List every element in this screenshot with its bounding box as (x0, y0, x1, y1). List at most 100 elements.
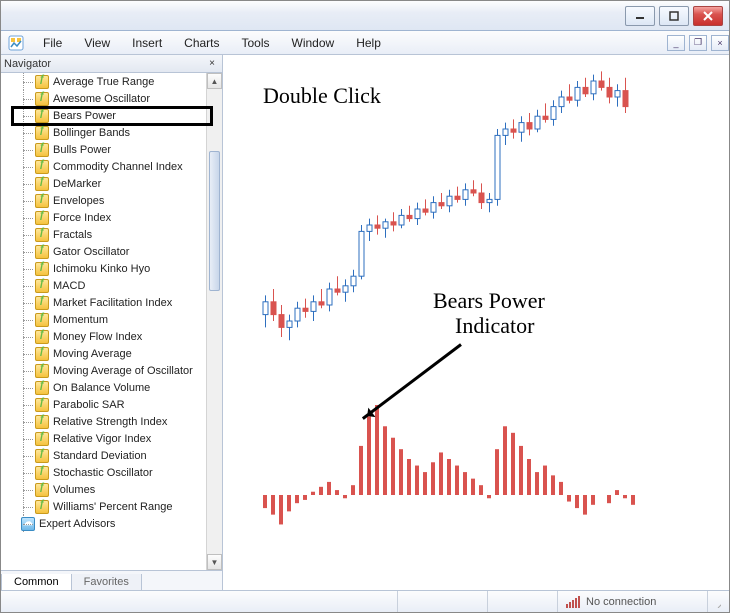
indicator-icon (35, 143, 49, 157)
indicator-label: Moving Average of Oscillator (53, 365, 193, 377)
scroll-thumb[interactable] (209, 151, 220, 291)
navigator-tabs: Common Favorites (1, 570, 222, 590)
indicator-item[interactable]: Average True Range (1, 73, 206, 90)
statusbar: No connection (1, 590, 729, 612)
tab-favorites[interactable]: Favorites (71, 574, 142, 591)
indicator-icon (35, 500, 49, 514)
navigator-header: Navigator × (1, 55, 222, 73)
status-cell-1 (397, 591, 487, 612)
indicator-item[interactable]: Money Flow Index (1, 328, 206, 345)
indicator-icon (35, 313, 49, 327)
indicator-item[interactable]: Standard Deviation (1, 447, 206, 464)
indicator-item[interactable]: Awesome Oscillator (1, 90, 206, 107)
indicator-label: Money Flow Index (53, 331, 142, 343)
indicator-label: MACD (53, 280, 85, 292)
indicator-label: Bulls Power (53, 144, 111, 156)
menubar: FileViewInsertChartsToolsWindowHelp _ ❐ … (1, 31, 729, 55)
indicator-item[interactable]: Bulls Power (1, 141, 206, 158)
app-icon (7, 34, 25, 52)
chart-area[interactable]: Double Click Bears Power Indicator (223, 55, 729, 590)
indicator-item[interactable]: Fractals (1, 226, 206, 243)
indicator-item[interactable]: Commodity Channel Index (1, 158, 206, 175)
indicator-item[interactable]: Bollinger Bands (1, 124, 206, 141)
navigator-tree[interactable]: Average True Range Awesome Oscillator Bear… (1, 73, 206, 570)
expert-advisors-item[interactable]: Expert Advisors (1, 515, 206, 532)
indicator-label: Moving Average (53, 348, 132, 360)
indicator-icon (35, 228, 49, 242)
indicator-item[interactable]: Force Index (1, 209, 206, 226)
indicator-label: Fractals (53, 229, 92, 241)
indicator-icon (35, 92, 49, 106)
indicator-icon (35, 245, 49, 259)
connection-text: No connection (586, 596, 656, 608)
indicator-item[interactable]: Momentum (1, 311, 206, 328)
menu-charts[interactable]: Charts (174, 33, 229, 53)
indicator-item[interactable]: Relative Strength Index (1, 413, 206, 430)
indicator-label: Ichimoku Kinko Hyo (53, 263, 150, 275)
indicator-item[interactable]: Moving Average (1, 345, 206, 362)
menu-view[interactable]: View (74, 33, 120, 53)
scroll-down-button[interactable]: ▼ (207, 554, 222, 570)
window-close-button[interactable] (693, 6, 723, 26)
indicator-icon (35, 109, 49, 123)
workspace: Navigator × Average True Range Awesome Os… (1, 55, 729, 590)
menu-tools[interactable]: Tools (232, 33, 280, 53)
indicator-label: Envelopes (53, 195, 104, 207)
indicator-item[interactable]: MACD (1, 277, 206, 294)
indicator-item[interactable]: Moving Average of Oscillator (1, 362, 206, 379)
indicator-item[interactable]: Volumes (1, 481, 206, 498)
indicator-icon (35, 330, 49, 344)
indicator-label: Market Facilitation Index (53, 297, 172, 309)
mdi-minimize-button[interactable]: _ (667, 35, 685, 51)
indicator-item[interactable]: Stochastic Oscillator (1, 464, 206, 481)
indicator-label: Volumes (53, 484, 95, 496)
indicator-icon (35, 126, 49, 140)
navigator-scrollbar[interactable]: ▲ ▼ (206, 73, 222, 570)
indicator-icon (35, 211, 49, 225)
navigator-close-button[interactable]: × (205, 57, 219, 71)
indicator-label: On Balance Volume (53, 382, 150, 394)
indicator-label: DeMarker (53, 178, 101, 190)
mdi-close-button[interactable]: × (711, 35, 729, 51)
status-connection: No connection (557, 591, 707, 612)
indicator-icon (35, 449, 49, 463)
indicator-icon (35, 160, 49, 174)
indicator-item[interactable]: Bears Power (1, 107, 206, 124)
indicator-icon (35, 398, 49, 412)
mdi-restore-button[interactable]: ❐ (689, 35, 707, 51)
indicator-label: Momentum (53, 314, 108, 326)
scroll-up-button[interactable]: ▲ (207, 73, 222, 89)
status-resize-grip[interactable] (707, 591, 729, 612)
window-minimize-button[interactable] (625, 6, 655, 26)
indicator-item[interactable]: Gator Oscillator (1, 243, 206, 260)
indicator-label: Bollinger Bands (53, 127, 130, 139)
indicator-label: Bears Power (53, 110, 116, 122)
indicator-item[interactable]: Envelopes (1, 192, 206, 209)
menu-insert[interactable]: Insert (122, 33, 172, 53)
indicator-label: Stochastic Oscillator (53, 467, 153, 479)
tab-common[interactable]: Common (1, 574, 72, 591)
menu-help[interactable]: Help (346, 33, 391, 53)
indicator-item[interactable]: Parabolic SAR (1, 396, 206, 413)
indicator-label: Relative Strength Index (53, 416, 167, 428)
indicator-label: Awesome Oscillator (53, 93, 150, 105)
indicator-item[interactable]: Ichimoku Kinko Hyo (1, 260, 206, 277)
indicator-item[interactable]: Relative Vigor Index (1, 430, 206, 447)
indicator-label: Parabolic SAR (53, 399, 125, 411)
navigator-body: Average True Range Awesome Oscillator Bear… (1, 73, 222, 570)
indicator-item[interactable]: On Balance Volume (1, 379, 206, 396)
indicator-item[interactable]: Williams' Percent Range (1, 498, 206, 515)
indicator-item[interactable]: Market Facilitation Index (1, 294, 206, 311)
menu-window[interactable]: Window (282, 33, 345, 53)
indicator-icon (35, 432, 49, 446)
indicator-item[interactable]: DeMarker (1, 175, 206, 192)
indicator-label: Average True Range (53, 76, 154, 88)
menu-file[interactable]: File (33, 33, 72, 53)
indicator-label: Standard Deviation (53, 450, 147, 462)
indicator-icon (35, 75, 49, 89)
indicator-icon (35, 347, 49, 361)
indicator-label: Williams' Percent Range (53, 501, 172, 513)
indicator-icon (35, 177, 49, 191)
window-maximize-button[interactable] (659, 6, 689, 26)
indicator-icon (35, 415, 49, 429)
